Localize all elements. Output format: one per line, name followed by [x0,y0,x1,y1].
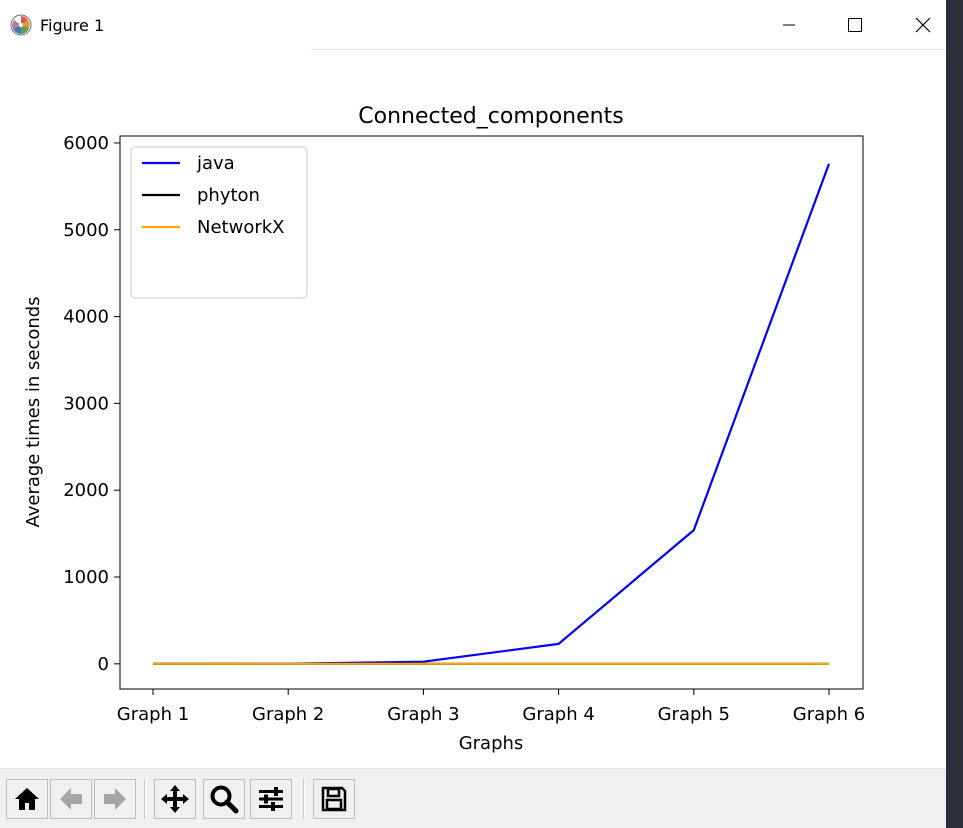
maximize-icon [848,18,862,32]
back-button[interactable] [50,779,92,819]
minimize-icon [782,18,796,32]
x-tick-label: Graph 6 [793,704,865,725]
chart-title: Connected_components [358,104,623,129]
forward-icon [101,785,129,813]
forward-button[interactable] [94,779,136,819]
figure-canvas[interactable]: Graph 1 Graph 2 Graph 3 Graph 4 Graph 5 Graph… [0,50,946,768]
background-window-edge [946,0,963,827]
x-axis-label: Graphs [459,733,524,754]
minimize-button[interactable] [756,0,822,50]
x-tick-label: Graph 1 [117,704,189,725]
window-title: Figure 1 [40,16,105,35]
y-tick-label: 4000 [63,307,109,328]
legend-label: phyton [197,185,260,206]
save-icon [320,785,348,813]
save-button[interactable] [313,779,355,819]
y-tick-label: 6000 [63,133,109,154]
home-icon [13,785,41,813]
configure-subplots-icon [256,784,286,814]
y-tick-label: 2000 [63,480,109,501]
title-bar[interactable]: Figure 1 [0,0,946,50]
x-tick-label: Graph 2 [252,704,324,725]
close-icon [915,17,931,33]
y-tick-label: 5000 [63,220,109,241]
y-tick-label: 0 [98,654,109,675]
back-icon [57,785,85,813]
y-axis-label: Average times in seconds [23,296,44,527]
legend-label: NetworkX [197,217,285,238]
pan-button[interactable] [154,779,196,819]
x-tick-label: Graph 3 [387,704,459,725]
legend: java phyton NetworkX [130,146,308,299]
legend-label: java [196,153,235,174]
navigation-toolbar [0,768,946,828]
x-tick-label: Graph 5 [658,704,730,725]
toolbar-separator [144,779,146,819]
x-tick-label: Graph 4 [522,704,594,725]
home-button[interactable] [6,779,48,819]
configure-subplots-button[interactable] [250,779,292,819]
y-tick-label: 1000 [63,567,109,588]
maximize-button[interactable] [822,0,888,50]
matplotlib-logo-icon [10,14,32,36]
pan-icon [160,784,190,814]
line-chart[interactable]: Graph 1 Graph 2 Graph 3 Graph 4 Graph 5 Graph… [0,50,946,768]
title-bar-divider [310,49,946,50]
y-tick-label: 3000 [63,393,109,414]
toolbar-separator [303,779,305,819]
zoom-button[interactable] [203,779,245,819]
zoom-icon [209,784,239,814]
close-button[interactable] [890,0,956,50]
legend-box [130,146,308,299]
